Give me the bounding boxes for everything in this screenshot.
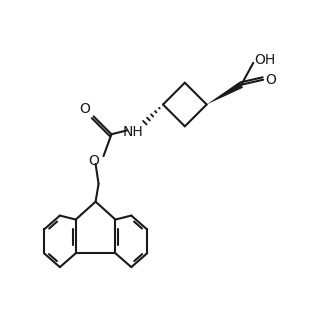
Text: NH: NH (123, 125, 144, 139)
Polygon shape (207, 82, 243, 105)
Text: OH: OH (254, 53, 276, 67)
Text: O: O (79, 103, 90, 116)
Text: O: O (88, 154, 99, 168)
Text: O: O (266, 73, 277, 87)
